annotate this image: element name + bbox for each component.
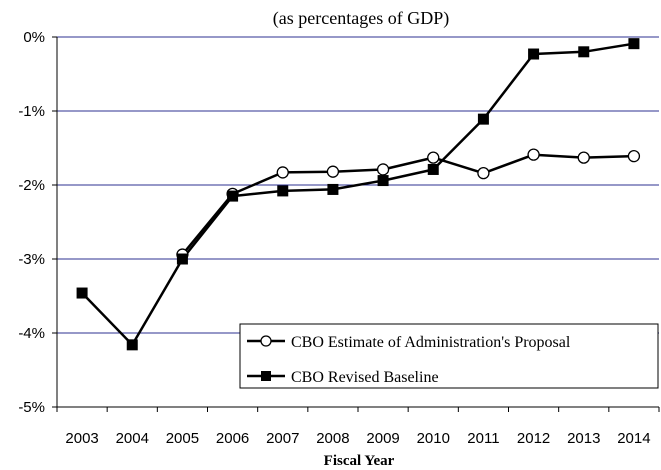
x-tick-label: 2003 — [65, 430, 98, 447]
x-tick-label: 2013 — [567, 430, 600, 447]
x-tick-label: 2005 — [166, 430, 199, 447]
data-point-baseline — [628, 38, 640, 50]
y-axis-ticks: 0% -1% -2% -3% -4% -5% — [18, 29, 57, 416]
y-tick-label: -3% — [18, 251, 45, 268]
legend-box — [239, 323, 659, 389]
data-point-proposal — [427, 151, 440, 164]
series-layer — [76, 38, 641, 351]
x-tick-label: 2010 — [417, 430, 450, 447]
x-tick-label: 2006 — [216, 430, 249, 447]
data-point-proposal — [477, 167, 490, 180]
data-point-baseline — [578, 46, 590, 58]
series-line-baseline — [81, 42, 635, 347]
x-tick-label: 2004 — [116, 430, 149, 447]
series-line-proposal — [181, 153, 634, 256]
data-point-baseline — [377, 175, 389, 187]
data-point-baseline — [76, 287, 88, 299]
legend: CBO Estimate of Administration's Proposa… — [239, 323, 659, 389]
x-tick-label: 2009 — [366, 430, 399, 447]
data-point-baseline — [528, 48, 540, 60]
y-tick-label: 0% — [23, 29, 45, 46]
data-point-proposal — [326, 165, 340, 178]
legend-label-proposal: CBO Estimate of Administration's Proposa… — [291, 334, 571, 351]
data-point-baseline — [227, 190, 239, 202]
data-point-proposal — [577, 151, 590, 164]
data-point-baseline — [176, 253, 188, 265]
x-axis-label: Fiscal Year — [324, 453, 395, 469]
data-point-proposal — [276, 166, 289, 179]
legend-marker-open-circle — [260, 335, 272, 347]
x-tick-label: 2011 — [467, 430, 499, 447]
data-point-proposal — [527, 148, 540, 161]
x-tick-label: 2007 — [266, 430, 299, 447]
data-point-baseline — [427, 163, 439, 175]
y-tick-label: -4% — [18, 325, 45, 342]
x-tick-label: 2008 — [316, 430, 349, 447]
data-point-baseline — [327, 183, 339, 195]
chart-subtitle: (as percentages of GDP) — [273, 8, 449, 29]
data-point-baseline — [126, 339, 138, 351]
data-point-baseline — [277, 185, 289, 197]
data-point-baseline — [477, 113, 489, 125]
y-tick-label: -1% — [18, 103, 45, 120]
legend-label-baseline: CBO Revised Baseline — [291, 369, 439, 386]
legend-marker-filled-square — [261, 371, 271, 381]
y-tick-label: -5% — [18, 399, 45, 416]
x-tick-label: 2014 — [617, 430, 650, 447]
y-tick-label: -2% — [18, 177, 45, 194]
data-point-proposal — [376, 163, 390, 176]
x-tick-label: 2012 — [517, 430, 550, 447]
x-axis-ticks: 2003 2004 2005 2006 2007 2008 2009 2010 2011 2012… — [56, 407, 660, 447]
data-point-proposal — [627, 149, 641, 163]
